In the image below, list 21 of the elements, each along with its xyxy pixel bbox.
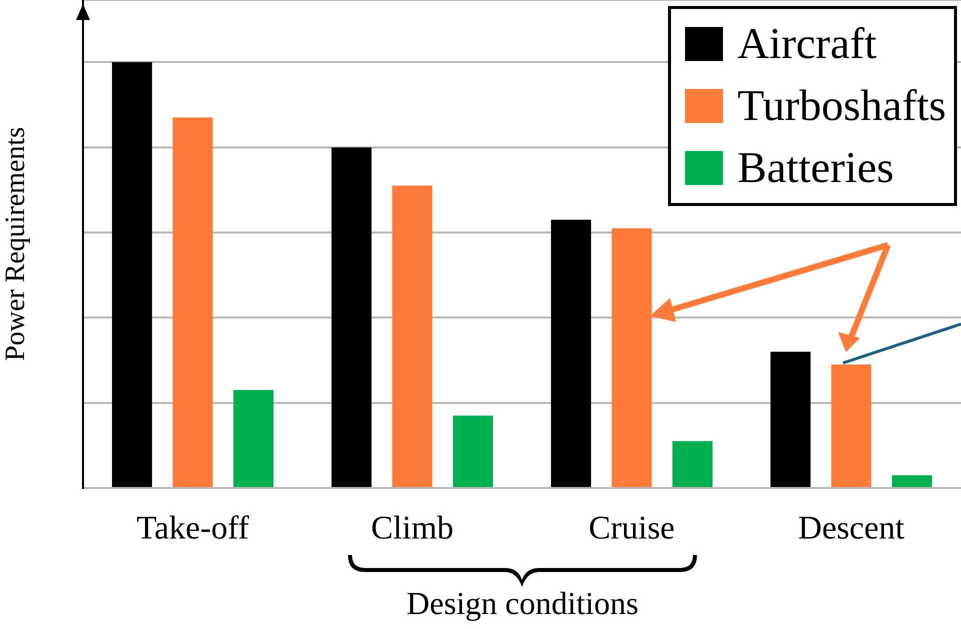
x-tick-label: Climb — [370, 510, 454, 546]
legend-label: Batteries — [737, 142, 894, 194]
bar — [612, 228, 652, 487]
x-tick-label: Cruise — [588, 510, 675, 546]
bar — [550, 220, 592, 487]
x-axis-title: Design conditions — [406, 585, 640, 622]
bar — [233, 390, 274, 487]
bar — [672, 441, 713, 487]
bar — [392, 186, 432, 487]
bar — [452, 416, 494, 487]
bar — [770, 352, 811, 487]
y-axis-title: Power Requirements — [0, 126, 32, 362]
bar — [331, 147, 372, 487]
bar — [892, 475, 932, 487]
x-tick-label: Descent — [798, 510, 904, 546]
bar — [112, 62, 152, 487]
x-tick-label: Take-off — [136, 510, 250, 546]
legend-label: Turboshafts — [737, 80, 946, 132]
legend-label: Aircraft — [737, 18, 877, 70]
bar — [831, 364, 872, 487]
bar — [172, 118, 213, 487]
